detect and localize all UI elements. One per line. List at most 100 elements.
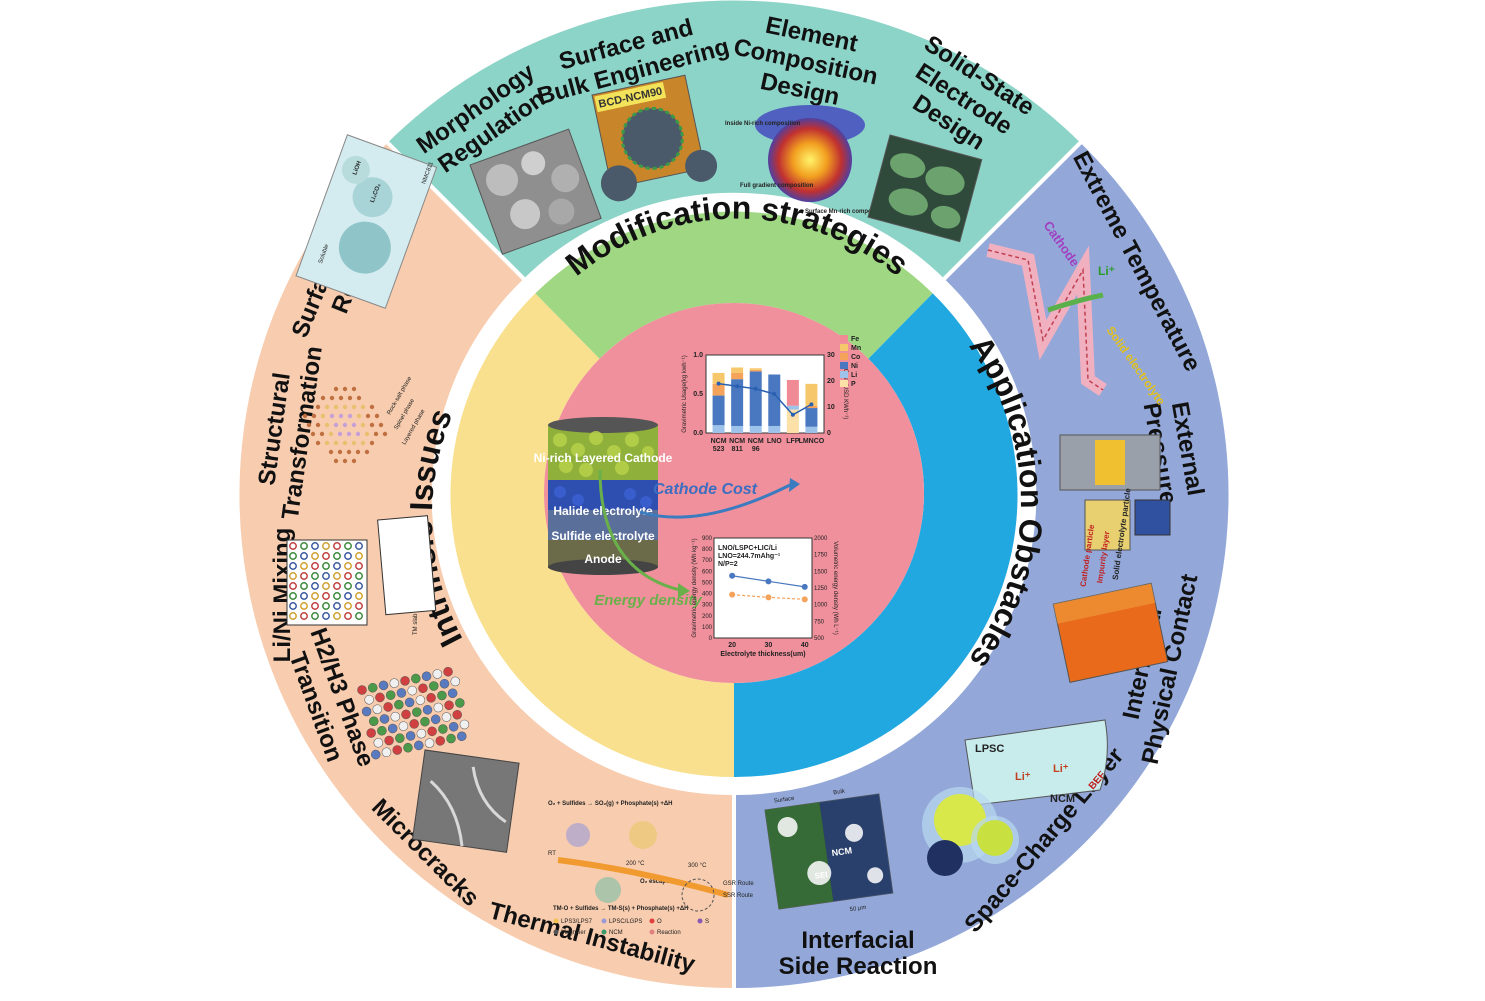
energy-y2tick: 750 — [814, 619, 825, 625]
h2h3-atom — [409, 719, 419, 729]
bar-legend-swatch — [840, 335, 848, 342]
h2h3-atom — [373, 738, 384, 748]
lini-atom — [344, 542, 352, 550]
bar-category-label: LNO — [767, 438, 782, 445]
lattice-atom — [320, 395, 326, 401]
lini-atom — [355, 592, 363, 600]
bar-legend-swatch — [840, 344, 848, 351]
lattice-atom — [338, 395, 344, 401]
cost-point — [735, 384, 740, 389]
h2h3-atom — [446, 733, 456, 744]
lini-atom — [355, 572, 363, 580]
h2h3-atom — [396, 688, 407, 698]
lattice-atom — [342, 404, 348, 410]
battery-cell — [548, 417, 658, 575]
lini-atom — [344, 572, 352, 580]
energy-xlabel: Electrolyte thickness(um) — [720, 651, 805, 658]
h2h3-atom — [404, 697, 415, 708]
h2h3-atom — [366, 728, 376, 738]
energy-ytick: 200 — [702, 614, 713, 620]
lattice-atom — [337, 431, 343, 437]
h2h3-atom — [424, 738, 435, 748]
h2h3-atom — [390, 711, 401, 722]
cathode-cost-label: Cathode Cost — [653, 481, 758, 498]
energy-ytick: 300 — [702, 603, 713, 609]
svg-text:Li⁺: Li⁺ — [1098, 264, 1115, 278]
inset-interfacial-side: Surface Bulk NCM SEI 50 μm — [764, 789, 894, 913]
h2h3-atom — [372, 704, 383, 714]
thermal-legend-label: Reaction — [657, 930, 681, 936]
lattice-atom — [356, 413, 362, 419]
lattice-atom — [369, 404, 375, 410]
bar-segment-co — [712, 383, 725, 396]
h2h3-atom — [357, 685, 367, 695]
lattice-atom — [369, 422, 375, 428]
thermal-legend-label: LPSC/LGPS — [609, 919, 642, 925]
svg-text:RT: RT — [548, 851, 556, 857]
lini-atom — [355, 582, 363, 590]
svg-text:50 μm: 50 μm — [849, 905, 866, 913]
lini-atom — [311, 572, 319, 580]
lattice-atom — [351, 386, 357, 392]
lini-atom — [289, 602, 297, 610]
thermal-legend-label: LPS3/LPS7 — [561, 919, 593, 925]
h2h3-atom — [415, 695, 426, 705]
lini-atom — [289, 552, 297, 560]
inset-interfacial-contact: Cathode particle Impurity layer Solid el… — [1052, 487, 1169, 683]
lini-atom — [333, 612, 341, 620]
energy-ytick: 900 — [702, 536, 713, 542]
lattice-atom — [342, 386, 348, 392]
lattice-atom — [378, 422, 384, 428]
svg-text:Li⁺: Li⁺ — [1053, 763, 1069, 775]
svg-text:O₂ escape: O₂ escape — [640, 879, 670, 885]
bar-segment-mn — [712, 372, 725, 384]
lini-atom — [322, 562, 330, 570]
cost-point — [753, 386, 758, 391]
lini-atom — [289, 562, 297, 570]
lini-atom — [355, 562, 363, 570]
h2h3-atom — [433, 702, 444, 713]
svg-text:TM-O + Sulfides → TM-S(s) + Ph: TM-O + Sulfides → TM-S(s) + Phosphate(s)… — [553, 906, 689, 912]
bar-segment-li — [731, 425, 744, 433]
bar-legend-swatch — [840, 362, 848, 369]
bar-segment-ni — [805, 408, 818, 427]
lattice-atom — [356, 395, 362, 401]
h2h3-atom — [381, 747, 392, 758]
bar-segment-ni — [749, 371, 762, 426]
svg-text:Inside Ni-rich composition: Inside Ni-rich composition — [725, 121, 801, 127]
bar-legend-label: Co — [851, 354, 860, 361]
bar-category-label: LMNCO — [799, 438, 825, 445]
bar-y2tick: 20 — [827, 378, 835, 385]
arrow-head-energy — [678, 583, 690, 598]
h2h3-atom — [370, 749, 381, 760]
lattice-atom — [346, 431, 352, 437]
lattice-atom — [360, 440, 366, 446]
lattice-atom — [347, 395, 353, 401]
thermal-legend-marker — [553, 929, 559, 935]
lini-atom — [333, 552, 341, 560]
lattice-atom — [333, 458, 339, 464]
bar-segment-co — [749, 369, 762, 372]
bar-ytick: 0.5 — [693, 391, 703, 398]
lini-atom — [344, 592, 352, 600]
lattice-atom — [328, 449, 334, 455]
h2h3-atom — [432, 669, 443, 679]
bar-segment-p — [786, 409, 799, 433]
lattice-atom — [311, 413, 317, 419]
lini-atom — [322, 592, 330, 600]
svg-text:LiOH: LiOH — [352, 160, 363, 176]
svg-text:GSR Route: GSR Route — [723, 881, 754, 887]
h2h3-atom — [416, 728, 427, 739]
energy-ytick: 400 — [702, 592, 713, 598]
h2h3-atom — [439, 678, 450, 689]
svg-text:Full gradient composition: Full gradient composition — [740, 183, 814, 189]
energy-annotation: LNO/LSPC+LIC/Li — [718, 545, 777, 552]
lini-atom — [311, 542, 319, 550]
energy-point — [801, 583, 808, 590]
energy-ytick: 100 — [702, 625, 713, 631]
bar-segment-li — [786, 405, 799, 410]
lini-atom — [322, 572, 330, 580]
lini-atom — [333, 592, 341, 600]
center-circle — [544, 303, 924, 683]
h2h3-atom — [438, 724, 448, 734]
